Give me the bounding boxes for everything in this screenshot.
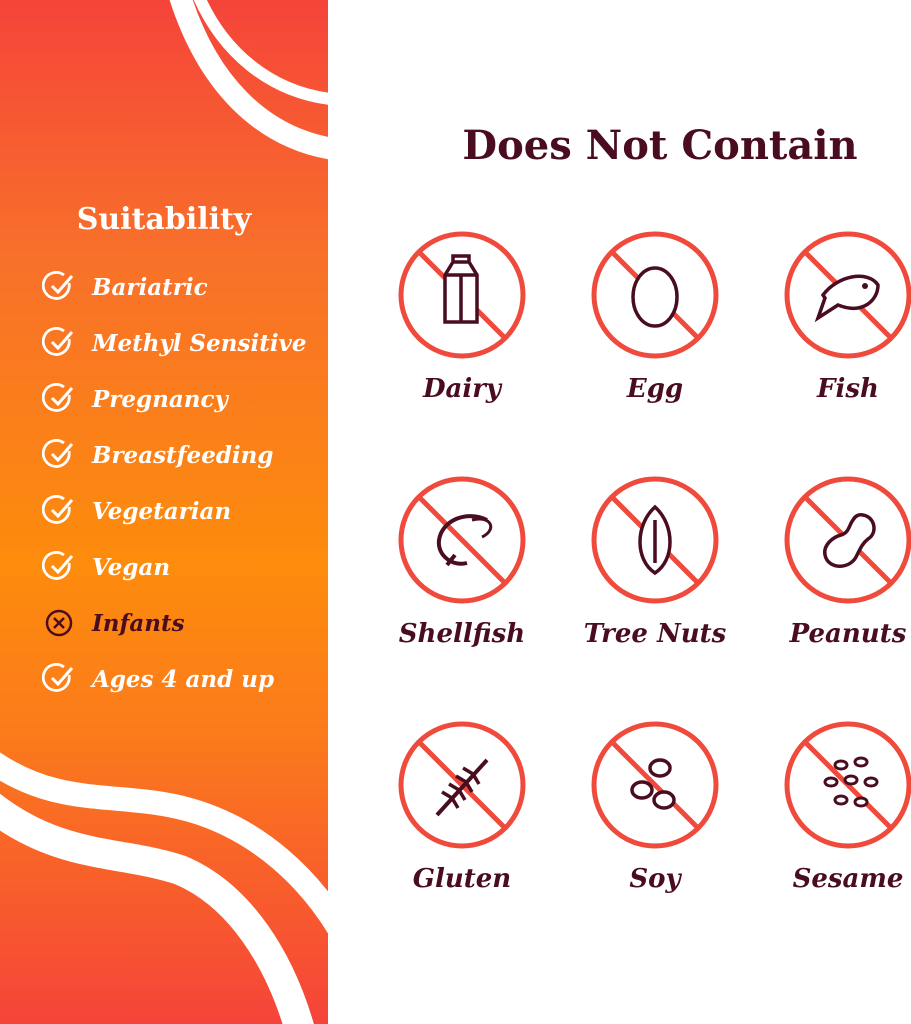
allergen-item: Egg	[565, 230, 745, 404]
wheat-icon	[398, 721, 526, 849]
allergen-label: Dairy	[422, 374, 502, 404]
check-circle-icon	[42, 663, 74, 692]
check-circle-icon	[42, 495, 74, 524]
allergen-label: Soy	[629, 864, 681, 894]
check-circle-icon	[42, 327, 74, 356]
allergen-item: Dairy	[372, 230, 552, 404]
allergen-label: Egg	[626, 374, 684, 404]
suitability-label: Pregnancy	[92, 385, 228, 413]
allergen-label: Shellfish	[398, 619, 526, 649]
suitability-label: Infants	[92, 609, 185, 637]
allergen-label: Fish	[817, 374, 879, 404]
allergen-item: Peanuts	[758, 475, 911, 649]
allergen-item: Fish	[758, 230, 911, 404]
does-not-contain-title: Does Not Contain	[462, 122, 858, 169]
check-circle-icon	[42, 439, 74, 468]
suitability-label: Bariatric	[92, 273, 208, 301]
allergen-item: Shellfish	[372, 475, 552, 649]
allergen-item: Tree Nuts	[565, 475, 745, 649]
soybean-icon	[591, 721, 719, 849]
suitability-panel: Suitability Bariatric Methyl Sensitive Pre…	[0, 0, 328, 1024]
milk-carton-icon	[398, 231, 526, 359]
x-circle-icon	[45, 609, 73, 637]
allergen-label: Sesame	[792, 864, 904, 894]
suitability-title: Suitability	[76, 202, 252, 237]
check-circle-icon	[42, 551, 74, 580]
decorative-bands	[0, 0, 328, 1024]
suitability-item: Vegan	[42, 550, 170, 584]
allergen-item: Sesame	[758, 720, 911, 894]
allergen-item: Gluten	[372, 720, 552, 894]
suitability-item: Breastfeeding	[42, 438, 273, 472]
suitability-item: Bariatric	[42, 270, 208, 304]
suitability-item: Infants	[42, 606, 185, 640]
shrimp-icon	[398, 476, 526, 604]
suitability-label: Ages 4 and up	[92, 665, 275, 693]
almond-icon	[591, 476, 719, 604]
allergen-label: Tree Nuts	[583, 619, 727, 649]
suitability-item: Pregnancy	[42, 382, 228, 416]
allergen-label: Gluten	[412, 864, 512, 894]
suitability-label: Vegetarian	[92, 497, 232, 525]
allergen-item: Soy	[565, 720, 745, 894]
sesame-icon	[784, 721, 911, 849]
check-circle-icon	[42, 383, 74, 412]
allergen-label: Peanuts	[789, 619, 907, 649]
peanut-icon	[784, 476, 911, 604]
suitability-item: Vegetarian	[42, 494, 231, 528]
suitability-label: Breastfeeding	[92, 441, 274, 469]
suitability-label: Methyl Sensitive	[92, 329, 307, 357]
fish-icon	[784, 231, 911, 359]
check-circle-icon	[42, 271, 74, 300]
egg-icon	[591, 231, 719, 359]
suitability-item: Ages 4 and up	[42, 662, 274, 696]
suitability-item: Methyl Sensitive	[42, 326, 307, 360]
suitability-label: Vegan	[92, 553, 171, 581]
